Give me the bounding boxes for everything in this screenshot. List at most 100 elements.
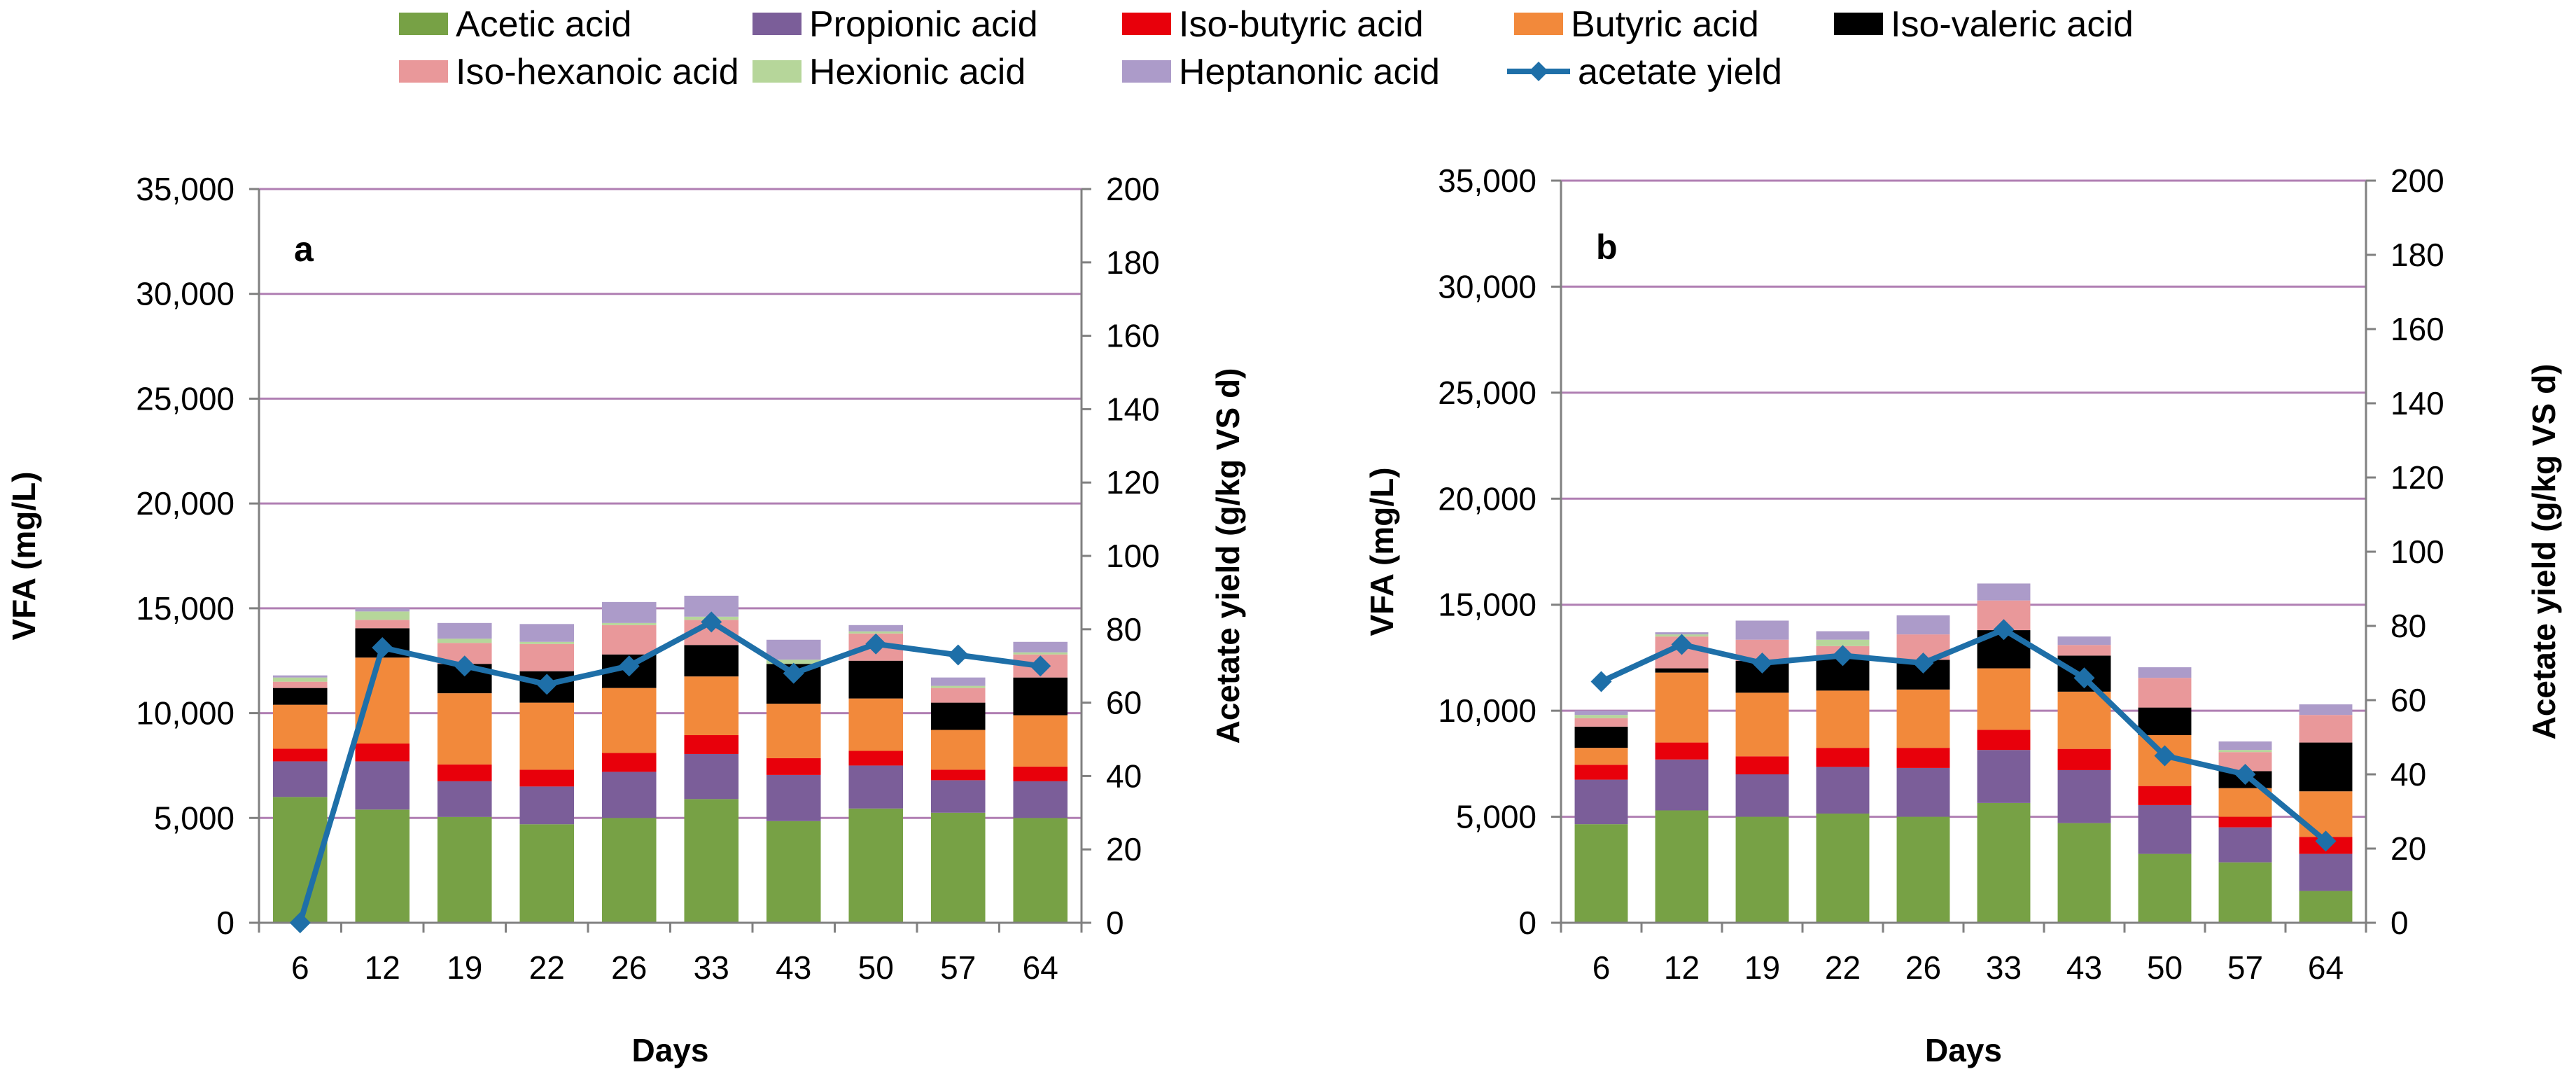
legend-item-iso-hexanoic-acid: Iso-hexanoic acid <box>399 52 739 92</box>
bar-iso-valeric-acid <box>848 660 904 699</box>
bar-stack-day-26 <box>1896 615 1950 923</box>
x-tick-label: 33 <box>1986 949 2022 986</box>
y2-tick-label: 200 <box>1106 171 1160 207</box>
bar-iso-valeric-acid <box>2138 707 2192 735</box>
legend-label: Iso-valeric acid <box>1891 4 2134 45</box>
bar-heptanonic-acid <box>1655 632 1709 635</box>
bar-heptanonic-acid <box>601 601 657 623</box>
bar-hexionic-acid <box>355 611 410 620</box>
bar-acetic-acid <box>519 824 575 923</box>
bar-butyric-acid <box>1896 689 1950 748</box>
bar-iso-butyric-acid <box>1896 748 1950 768</box>
y-tick-label: 30,000 <box>136 276 234 312</box>
acetate-yield-point <box>536 674 558 695</box>
bar-iso-butyric-acid <box>1735 756 1789 774</box>
bar-heptanonic-acid <box>848 625 904 632</box>
acetate-yield-point <box>701 611 722 633</box>
legend-swatch-icon <box>752 60 802 83</box>
legend-label: Propionic acid <box>809 4 1038 45</box>
bar-iso-butyric-acid <box>601 753 657 772</box>
x-tick-label: 57 <box>940 949 976 986</box>
y-tick-label: 35,000 <box>1438 162 1536 199</box>
bar-butyric-acid <box>1574 748 1628 765</box>
bar-hexionic-acid <box>601 622 657 625</box>
x-axis-title: Days <box>632 1032 709 1068</box>
legend-item-iso-butyric-acid: Iso-butyric acid <box>1122 4 1424 45</box>
bar-propionic-acid <box>272 761 328 797</box>
bar-iso-butyric-acid <box>930 769 986 781</box>
y2-axis-title: Acetate yield (g/kg VS d) <box>1210 368 1246 744</box>
bar-iso-butyric-acid <box>519 769 575 787</box>
x-tick-label: 6 <box>1592 949 1611 986</box>
y-tick-label: 25,000 <box>1438 375 1536 411</box>
bar-acetic-acid <box>1816 814 1870 923</box>
y-tick-label: 20,000 <box>1438 480 1536 517</box>
y2-tick-label: 20 <box>2390 830 2426 867</box>
acetate-yield-series <box>289 611 1051 933</box>
y-tick-label: 5,000 <box>154 800 234 836</box>
bars <box>1574 583 2353 923</box>
y2-tick-label: 80 <box>1106 611 1142 648</box>
bar-stack-day-64 <box>1013 641 1068 923</box>
x-tick-label: 22 <box>529 949 565 986</box>
bar-iso-hexanoic-acid <box>519 643 575 671</box>
bar-iso-valeric-acid <box>684 645 739 677</box>
bar-propionic-acid <box>766 774 821 821</box>
legend-swatch-icon <box>1514 13 1563 35</box>
acetate-yield-point <box>618 655 640 677</box>
y2-tick-label: 0 <box>2390 905 2409 941</box>
bar-stack-day-12 <box>355 608 410 923</box>
acetate-yield-point <box>289 912 311 933</box>
panel-label: b <box>1596 228 1618 267</box>
y-tick-label: 25,000 <box>136 380 234 417</box>
legend-swatch-icon <box>1834 13 1883 35</box>
acetate-yield-point <box>783 662 804 684</box>
bar-propionic-acid <box>1574 779 1628 825</box>
bar-acetic-acid <box>848 808 904 923</box>
panel-label: a <box>294 230 314 269</box>
bar-butyric-acid <box>2057 691 2111 749</box>
y-tick-label: 0 <box>1518 905 1536 941</box>
bar-butyric-acid <box>601 688 657 753</box>
bar-propionic-acid <box>2138 804 2192 854</box>
bar-hexionic-acid <box>1574 715 1628 718</box>
bar-iso-hexanoic-acid <box>2057 645 2111 656</box>
bar-iso-valeric-acid <box>1013 677 1068 716</box>
bar-hexionic-acid <box>2218 750 2272 753</box>
bar-acetic-acid <box>601 818 657 923</box>
y2-tick-label: 40 <box>1106 758 1142 794</box>
legend: Acetic acid Propionic acid Iso-butyric aci… <box>399 4 2134 92</box>
acetate-yield-point <box>372 637 393 658</box>
legend-item-iso-valeric-acid: Iso-valeric acid <box>1834 4 2134 45</box>
y2-tick-label: 140 <box>2390 385 2444 421</box>
bar-propionic-acid <box>1735 774 1789 817</box>
bar-acetic-acid <box>930 812 986 923</box>
y-tick-label: 5,000 <box>1456 799 1536 835</box>
bar-butyric-acid <box>1977 668 2031 730</box>
x-tick-label: 43 <box>2066 949 2102 986</box>
bar-iso-hexanoic-acid <box>930 688 986 703</box>
bar-propionic-acid <box>684 753 739 800</box>
bar-stack-day-19 <box>437 622 492 923</box>
x-tick-label: 26 <box>1905 949 1941 986</box>
bar-heptanonic-acid <box>1013 641 1068 653</box>
y2-tick-label: 40 <box>2390 756 2426 793</box>
y2-tick-label: 120 <box>2390 459 2444 496</box>
bar-iso-hexanoic-acid <box>272 681 328 688</box>
bar-heptanonic-acid <box>1735 620 1789 640</box>
bar-butyric-acid <box>355 657 410 744</box>
y2-tick-label: 20 <box>1106 831 1142 867</box>
bar-stack-day-22 <box>1816 631 1870 923</box>
bar-propionic-acid <box>1013 781 1068 818</box>
bar-acetic-acid <box>1574 824 1628 923</box>
acetate-yield-point <box>2315 830 2337 852</box>
bar-butyric-acid <box>1735 692 1789 757</box>
legend-label: Iso-hexanoic acid <box>456 52 739 92</box>
bar-iso-hexanoic-acid <box>601 625 657 655</box>
legend-swatch-icon <box>1122 60 1171 83</box>
legend-label: Heptanonic acid <box>1179 52 1440 92</box>
bar-acetic-acid <box>1735 816 1789 923</box>
bar-butyric-acid <box>437 693 492 765</box>
x-tick-label: 12 <box>1664 949 1700 986</box>
